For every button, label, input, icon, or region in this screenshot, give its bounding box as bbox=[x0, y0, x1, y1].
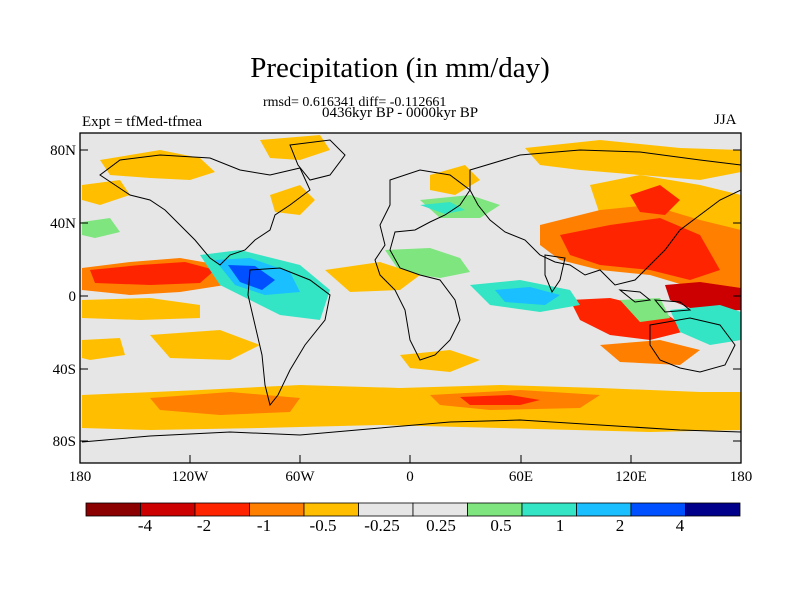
x-tick-label: 120W bbox=[172, 469, 210, 485]
anomaly-region bbox=[420, 195, 500, 218]
anomaly-region bbox=[600, 340, 700, 365]
colorbar-label: 0.25 bbox=[426, 516, 456, 535]
y-tick-label: 0 bbox=[69, 289, 77, 305]
anomaly-region bbox=[228, 265, 275, 290]
colorbar-segment bbox=[576, 502, 632, 517]
colorbar-segment bbox=[249, 502, 305, 517]
colorbar-segment bbox=[521, 502, 577, 517]
colorbar-segment bbox=[85, 502, 141, 517]
colorbar-segment bbox=[412, 502, 468, 517]
anomaly-region bbox=[82, 180, 130, 205]
colorbar-segment bbox=[140, 502, 196, 517]
colorbar-segment bbox=[303, 502, 359, 517]
anomaly-region bbox=[570, 298, 690, 340]
y-tick-marks bbox=[80, 149, 741, 442]
colorbar-label: -0.5 bbox=[309, 516, 337, 535]
colorbar-segment bbox=[467, 502, 523, 517]
x-tick-label: 60W bbox=[285, 469, 315, 485]
anomaly-region bbox=[495, 287, 560, 305]
coastlines bbox=[81, 139, 741, 443]
colorbar-label: -0.25 bbox=[364, 516, 400, 535]
anomaly-region bbox=[100, 150, 215, 180]
colorbar-segment bbox=[630, 502, 686, 517]
colorbar-label: -4 bbox=[137, 516, 153, 535]
x-tick-label: 180 bbox=[730, 469, 753, 485]
y-tick-label: 80S bbox=[53, 434, 76, 450]
anomaly-region bbox=[400, 350, 480, 372]
anomaly-region bbox=[460, 395, 540, 405]
anomaly-region bbox=[270, 185, 315, 215]
y-tick-label: 80N bbox=[50, 143, 76, 159]
anomaly-region bbox=[665, 282, 741, 312]
anomaly-region bbox=[630, 185, 680, 215]
anomaly-region bbox=[620, 298, 670, 322]
anomaly-region bbox=[90, 262, 215, 285]
colorbar-label: 2 bbox=[615, 516, 625, 535]
y-tick-label: 40S bbox=[53, 362, 76, 378]
anomaly-region bbox=[260, 135, 330, 160]
colorbar-label: 4 bbox=[675, 516, 685, 535]
x-tick-marks bbox=[79, 455, 742, 463]
colorbar bbox=[85, 502, 741, 517]
anomaly-region bbox=[82, 218, 120, 238]
stats-subtitle: rmsd= 0.616341 diff= -0.112661 bbox=[263, 95, 447, 110]
anomaly-region bbox=[82, 338, 125, 360]
anomaly-region bbox=[150, 392, 300, 415]
anomaly-fields bbox=[82, 135, 741, 432]
x-tick-label: 120E bbox=[615, 469, 647, 485]
anomaly-region bbox=[150, 330, 260, 360]
x-tick-label: 60E bbox=[509, 469, 533, 485]
colorbar-label: -1 bbox=[256, 516, 272, 535]
map-title: Precipitation (in mm/day) bbox=[250, 52, 550, 84]
x-tick-label: 0 bbox=[406, 469, 414, 485]
x-tick-label: 180 bbox=[69, 469, 92, 485]
y-tick-label: 40N bbox=[50, 216, 76, 232]
anomaly-region bbox=[420, 202, 465, 214]
colorbar-label: 1 bbox=[555, 516, 565, 535]
anomaly-region bbox=[560, 218, 720, 280]
colorbar-segment bbox=[685, 502, 741, 517]
colorbar-label: -2 bbox=[196, 516, 212, 535]
anomaly-region bbox=[325, 262, 420, 292]
colorbar-segment bbox=[358, 502, 414, 517]
season-label: JJA bbox=[714, 112, 737, 128]
anomaly-region bbox=[670, 305, 741, 345]
colorbar-label: 0.5 bbox=[490, 516, 512, 535]
period-subtitle: 0436kyr BP - 0000kyr BP bbox=[322, 105, 479, 121]
colorbar-segment bbox=[194, 502, 250, 517]
anomaly-region bbox=[82, 298, 200, 320]
experiment-label: Expt = tfMed-tfmea bbox=[82, 114, 203, 130]
